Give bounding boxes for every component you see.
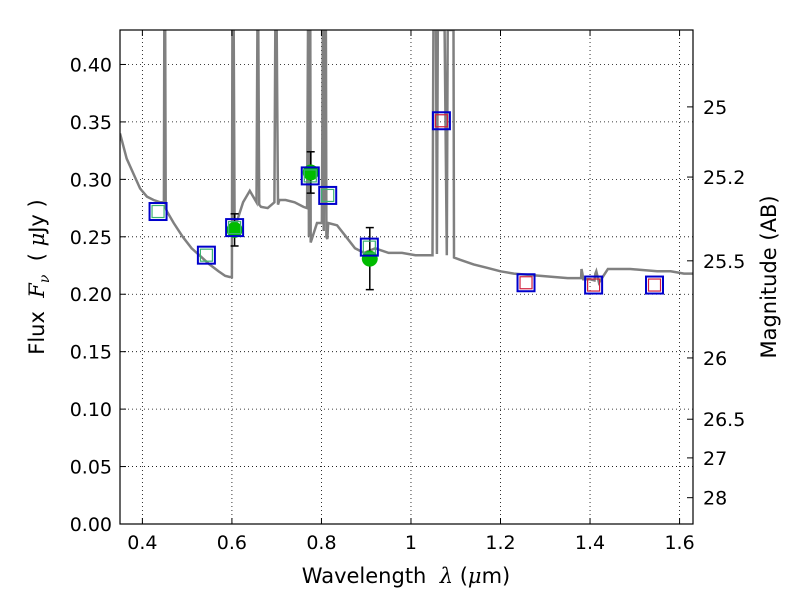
model-square-inner xyxy=(199,248,213,262)
axis-ticks: 0.4 0.6 0.8 1 1.2 1.4 1.6 0.00 0.05 0.10 0.15 0.20 0… xyxy=(70,30,745,554)
x-tick-label: 0.4 xyxy=(127,532,157,554)
y2-tick-label: 25.2 xyxy=(703,167,745,189)
model-square-inner xyxy=(228,221,242,235)
plot-area xyxy=(120,30,693,295)
observed-point xyxy=(361,250,378,267)
model-square-outer xyxy=(225,218,245,238)
model-square-outer xyxy=(318,185,338,205)
model-square-outer xyxy=(148,202,168,222)
model-square-inner xyxy=(647,278,662,292)
model-square-outer xyxy=(196,245,216,265)
model-square-inner xyxy=(321,188,335,203)
model-square-inner xyxy=(151,204,165,219)
model-square-outer xyxy=(645,275,665,295)
observed-point xyxy=(302,164,319,181)
y-tick-label: 0.20 xyxy=(70,284,112,306)
y-tick-label: 0.40 xyxy=(70,54,112,76)
y-tick-label: 0.15 xyxy=(70,342,112,364)
x-tick-label: 0.8 xyxy=(306,532,336,554)
y2-tick-label: 27 xyxy=(703,448,727,470)
sed-model-line xyxy=(120,30,693,286)
y-tick-label: 0.25 xyxy=(70,227,112,249)
plot-frame xyxy=(119,29,694,525)
model-square-inner xyxy=(434,114,449,128)
model-square-outer xyxy=(516,273,536,293)
x-tick-label: 1.2 xyxy=(485,532,515,554)
model-square-inner xyxy=(519,276,533,290)
y2-tick-label: 26.5 xyxy=(703,409,745,431)
y-tick-label: 0.00 xyxy=(70,514,112,536)
y2-tick-label: 25.5 xyxy=(703,251,745,273)
y-tick-label: 0.35 xyxy=(70,112,112,134)
y2-tick-label: 28 xyxy=(703,488,727,510)
model-photometry-squares xyxy=(148,111,665,295)
y-tick-label: 0.10 xyxy=(70,399,112,421)
model-square-inner xyxy=(303,169,317,183)
model-square-outer xyxy=(300,166,320,186)
model-square-outer xyxy=(431,111,451,131)
x-tick-label: 0.6 xyxy=(217,532,247,554)
grid-lines xyxy=(120,30,693,525)
y-tick-label: 0.30 xyxy=(70,169,112,191)
x-tick-label: 1.6 xyxy=(664,532,694,554)
x-tick-label: 1.4 xyxy=(575,532,605,554)
model-square-inner xyxy=(362,240,376,254)
x-axis-label: Wavelength λ (μm) xyxy=(302,564,510,588)
y-tick-label: 0.05 xyxy=(70,457,112,479)
model-square-inner xyxy=(587,278,601,292)
y2-axis-label: Magnitude (AB) xyxy=(757,195,781,358)
model-square-outer xyxy=(584,275,604,295)
y2-tick-label: 26 xyxy=(703,348,727,370)
model-square-outer xyxy=(359,237,379,257)
y-axis-label: Flux Fν ( μJy ) xyxy=(25,199,53,354)
y2-tick-label: 25 xyxy=(703,97,727,119)
x-tick-label: 1 xyxy=(405,532,417,554)
